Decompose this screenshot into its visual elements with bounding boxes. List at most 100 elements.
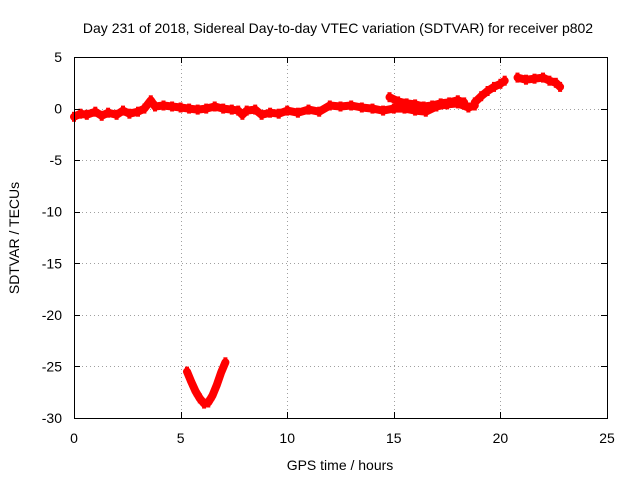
data-point [402, 103, 407, 114]
data-point [306, 104, 311, 115]
data-point [338, 101, 343, 112]
data-point [229, 104, 234, 115]
data-point [240, 109, 245, 120]
series-upper-segment [385, 93, 469, 111]
data-point [219, 367, 224, 378]
data-point [223, 357, 228, 368]
y-tick-label: 0 [54, 101, 62, 117]
data-point [202, 398, 207, 409]
data-point [148, 95, 153, 106]
data-point [153, 101, 157, 112]
data-point [295, 107, 300, 118]
data-point [84, 109, 89, 120]
data-point [413, 99, 418, 110]
data-point [396, 96, 401, 107]
data-point [127, 108, 132, 119]
data-point [210, 390, 215, 401]
data-point [349, 100, 354, 111]
y-tick-label: -10 [42, 204, 62, 220]
x-tick-label: 20 [493, 430, 509, 446]
data-point [387, 92, 392, 103]
data-point [455, 95, 460, 106]
data-point [185, 366, 189, 377]
y-tick-label: 5 [54, 49, 62, 65]
data-point [121, 105, 125, 116]
data-point [161, 100, 166, 111]
data-point [485, 86, 490, 96]
data-point [359, 102, 364, 113]
y-tick-label: -20 [42, 307, 62, 323]
data-point [78, 108, 83, 119]
data-point [99, 110, 104, 121]
y-tick-label: -30 [42, 410, 62, 426]
data-point [391, 103, 396, 114]
plot-frame [74, 57, 608, 419]
data-point [187, 103, 192, 114]
x-axis-label: GPS time / hours [287, 457, 394, 473]
data-point [212, 101, 217, 112]
data-point [547, 75, 552, 86]
x-tick-label: 15 [386, 430, 402, 446]
data-point [423, 106, 428, 117]
data-point [178, 102, 183, 113]
x-tick-labels: 0 5 10 15 20 25 [70, 430, 615, 446]
data-point [276, 108, 281, 119]
data-point [317, 106, 322, 117]
data-points [70, 72, 565, 409]
data-point [170, 101, 175, 112]
data-point [462, 97, 467, 108]
chart-title: Day 231 of 2018, Sidereal Day-to-day VTE… [83, 20, 593, 36]
data-point [553, 77, 558, 88]
data-point [370, 103, 375, 114]
y-tick-labels: 5 0 -5 -10 -15 -20 -25 -30 [42, 49, 62, 426]
series-v-dip [183, 358, 230, 408]
data-point [259, 109, 264, 120]
data-point [558, 81, 563, 92]
x-tick-label: 5 [177, 430, 185, 446]
x-tick-label: 0 [70, 430, 78, 446]
data-point [381, 105, 386, 116]
data-point [413, 105, 418, 116]
y-axis-label: SDTVAR / TECUs [6, 182, 22, 294]
data-point [93, 106, 98, 117]
data-point [204, 103, 209, 114]
data-point [421, 101, 426, 112]
data-point [541, 72, 545, 83]
data-point [221, 103, 226, 114]
data-point [404, 98, 409, 109]
axis-ticks [74, 57, 608, 419]
data-point [106, 107, 111, 118]
data-point [142, 103, 147, 114]
data-point [268, 107, 273, 118]
y-tick-label: -5 [50, 152, 63, 168]
data-point [524, 74, 528, 85]
data-point [447, 97, 452, 108]
data-point [438, 98, 443, 109]
data-point [197, 393, 202, 404]
data-point [532, 73, 537, 84]
x-tick-label: 25 [599, 430, 615, 446]
data-point [285, 105, 290, 116]
data-point [327, 100, 332, 111]
data-point [498, 78, 503, 89]
data-point [492, 81, 496, 92]
data-point [515, 72, 520, 83]
data-point [479, 91, 484, 102]
data-point [244, 105, 249, 116]
data-point [466, 102, 471, 113]
y-tick-label: -25 [42, 358, 62, 374]
data-point [253, 104, 258, 115]
data-point [214, 380, 219, 390]
y-tick-label: -15 [42, 255, 62, 271]
data-point [236, 105, 241, 116]
x-tick-label: 10 [279, 430, 295, 446]
data-point [502, 75, 507, 86]
data-point [193, 386, 198, 397]
data-point [195, 104, 200, 115]
data-point [472, 97, 477, 108]
data-point [430, 100, 435, 111]
data-point [189, 376, 194, 387]
data-point [206, 397, 211, 408]
